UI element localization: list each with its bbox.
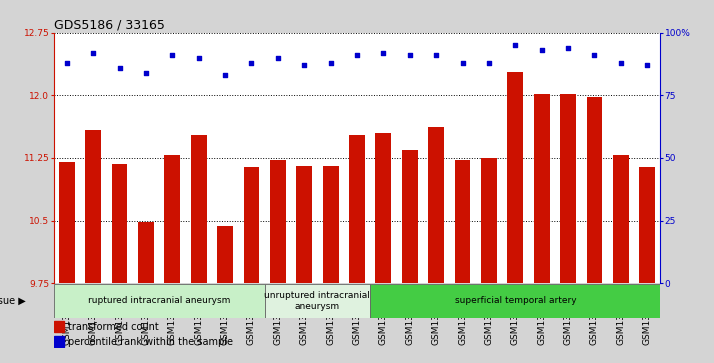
Point bbox=[404, 52, 416, 58]
Bar bbox=[481, 158, 497, 283]
Point bbox=[246, 60, 257, 66]
Bar bbox=[59, 162, 75, 283]
Bar bbox=[243, 167, 259, 283]
Text: ruptured intracranial aneurysm: ruptured intracranial aneurysm bbox=[88, 296, 231, 305]
Point bbox=[166, 52, 178, 58]
Bar bbox=[54, 321, 64, 332]
Point bbox=[114, 65, 125, 71]
Text: transformed count: transformed count bbox=[68, 322, 159, 332]
Bar bbox=[217, 226, 233, 283]
Point bbox=[615, 60, 627, 66]
Point bbox=[510, 42, 521, 48]
Point bbox=[431, 52, 442, 58]
Point bbox=[140, 70, 151, 76]
Bar bbox=[508, 72, 523, 283]
Bar bbox=[587, 97, 603, 283]
Point bbox=[219, 72, 231, 78]
Bar bbox=[639, 167, 655, 283]
Bar bbox=[349, 135, 365, 283]
Bar bbox=[428, 127, 444, 283]
Text: unruptured intracranial
aneurysm: unruptured intracranial aneurysm bbox=[264, 291, 371, 311]
Bar bbox=[265, 284, 370, 318]
Bar bbox=[370, 284, 660, 318]
Point bbox=[298, 62, 310, 68]
Text: GDS5186 / 33165: GDS5186 / 33165 bbox=[54, 19, 164, 32]
Bar bbox=[613, 155, 629, 283]
Bar bbox=[402, 150, 418, 283]
Point bbox=[272, 55, 283, 61]
Bar bbox=[455, 160, 471, 283]
Point bbox=[61, 60, 72, 66]
Bar bbox=[270, 160, 286, 283]
Point bbox=[536, 47, 548, 53]
Point bbox=[483, 60, 495, 66]
Bar bbox=[560, 94, 576, 283]
Point bbox=[193, 55, 204, 61]
Bar bbox=[111, 164, 127, 283]
Text: superficial temporal artery: superficial temporal artery bbox=[455, 296, 576, 305]
Point bbox=[642, 62, 653, 68]
Bar bbox=[54, 284, 265, 318]
Bar bbox=[296, 166, 312, 283]
Bar bbox=[138, 222, 154, 283]
Point bbox=[589, 52, 600, 58]
Bar bbox=[376, 133, 391, 283]
Point bbox=[378, 50, 389, 56]
Text: tissue ▶: tissue ▶ bbox=[0, 296, 26, 306]
Bar bbox=[191, 135, 206, 283]
Text: percentile rank within the sample: percentile rank within the sample bbox=[68, 337, 233, 347]
Point bbox=[87, 50, 99, 56]
Point bbox=[325, 60, 336, 66]
Point bbox=[351, 52, 363, 58]
Bar bbox=[54, 337, 64, 347]
Bar bbox=[323, 166, 338, 283]
Point bbox=[563, 45, 574, 50]
Bar bbox=[164, 155, 180, 283]
Bar bbox=[534, 94, 550, 283]
Bar bbox=[85, 130, 101, 283]
Point bbox=[457, 60, 468, 66]
